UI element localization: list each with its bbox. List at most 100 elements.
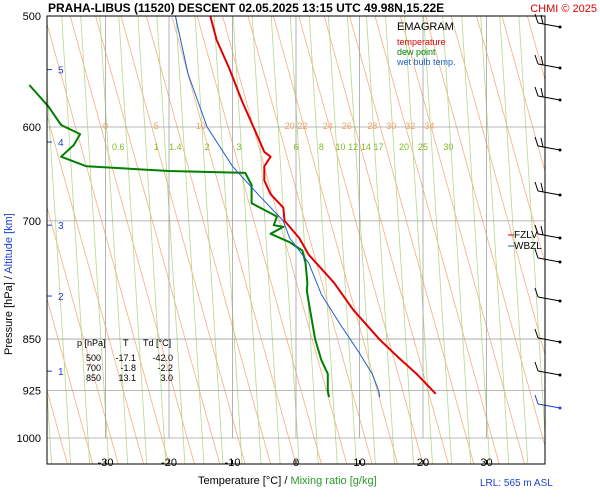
x-axis-title: Temperature [°C] / Mixing ratio [g/kg]: [198, 475, 377, 487]
series-wet-bulb-temp-line: [174, 15, 381, 398]
mixing-ratio-line: [347, 16, 376, 464]
y-axis-pressure-label: Pressure [hPa]: [3, 282, 15, 355]
y-axis-altitude-label: Altitude [km]: [3, 213, 15, 274]
dry-adiabat-label: 20: [285, 121, 295, 131]
dry-adiabat-label: 24: [323, 121, 333, 131]
legend-dew-point: dew point: [397, 47, 436, 57]
x-tick-label: -10: [225, 457, 241, 469]
dry-adiabat: [145, 16, 271, 464]
dry-adiabat: [120, 16, 246, 464]
altitude-tick-label: 1: [58, 367, 64, 378]
mixing-ratio-label: 30: [443, 142, 453, 152]
x-axis-mixing-label: Mixing ratio [g/kg]: [290, 475, 376, 487]
mixing-ratio-label: 0.6: [112, 142, 125, 152]
table-cell: -2.2: [157, 363, 173, 373]
dry-adiabat: [95, 16, 221, 464]
mixing-ratio-line: [480, 16, 510, 464]
mixing-ratio-line: [366, 16, 395, 464]
wind-barb: [534, 394, 562, 410]
mixing-ratio-label: 8: [319, 142, 324, 152]
plot-frame: [46, 15, 546, 465]
mixing-ratio-line: [308, 16, 338, 464]
table-cell: 3.0: [160, 373, 173, 383]
y-tick-label: 925: [23, 386, 41, 398]
wind-barb: [534, 136, 562, 152]
series-layer: [28, 15, 437, 398]
wind-barb: [534, 54, 562, 70]
mixing-ratio-label: 14: [361, 142, 371, 152]
x-axis-separator: /: [281, 475, 290, 487]
lrl-label: LRL: 565 m ASL: [480, 478, 553, 489]
dry-adiabat-label: 34: [424, 121, 434, 131]
wind-barb: [534, 287, 562, 303]
grid-lines: [47, 6, 600, 464]
mixing-ratio-line: [99, 16, 129, 464]
y-tick-label: 700: [23, 216, 41, 228]
mixing-ratio-line: [442, 16, 472, 464]
mixing-ratio-line: [327, 16, 357, 464]
dry-adiabat-label: 28: [367, 121, 377, 131]
mixing-ratio-line: [80, 16, 110, 464]
dry-adiabat-label: 0: [103, 121, 108, 131]
y-tick-label: 500: [23, 11, 41, 23]
altitude-tick-label: 5: [58, 66, 64, 77]
grid-layer: 0 5 10 20 22 24 26 28 30 32 340.6 1 1.4 2 3 6 8 10 12 14 17 2…: [47, 6, 600, 464]
mixing-ratio-line: [423, 16, 452, 464]
dry-adiabat: [47, 297, 94, 464]
x-tick-label: -20: [161, 457, 177, 469]
wind-barbs: [534, 13, 562, 410]
wind-barb: [534, 361, 562, 377]
dry-adiabat-label: 10: [196, 121, 206, 131]
mixing-ratio-line: [461, 16, 491, 464]
dry-adiabat: [247, 16, 373, 464]
dry-adiabat: [374, 16, 500, 464]
mixing-ratio-label: 1.4: [169, 142, 182, 152]
dry-adiabat-label: 26: [342, 121, 352, 131]
x-tick-label: 0: [293, 457, 299, 469]
mixing-ratio-label: 20: [399, 142, 409, 152]
mixing-ratio-label: 1: [154, 142, 159, 152]
wind-barb: [534, 248, 562, 264]
x-tick-label: 10: [353, 457, 365, 469]
mixing-ratio-label: 2: [205, 142, 210, 152]
dry-adiabat: [323, 16, 449, 464]
table-cell: -17.1: [115, 353, 136, 363]
dry-adiabat: [575, 6, 600, 464]
table-header-t: T: [123, 338, 129, 348]
fzlv-label: FZLV: [514, 230, 538, 241]
x-tick-label: 30: [480, 457, 492, 469]
table-cell: -1.8: [120, 363, 136, 373]
credit-text: CHMI © 2025: [530, 3, 597, 15]
chart-title: PRAHA-LIBUS (11520) DESCENT 02.05.2025 1…: [48, 1, 444, 15]
dry-adiabat: [47, 114, 144, 464]
levels-marks: FZLV WBZL: [508, 230, 542, 252]
legend-temperature: temperature: [397, 37, 446, 47]
dry-adiabat: [196, 16, 322, 464]
table-header-p: p [hPa]: [77, 338, 106, 348]
legend-title: EMAGRAM: [397, 21, 454, 33]
dry-adiabat: [501, 16, 545, 173]
series-dew-point-line: [28, 84, 330, 398]
mixing-ratio-line: [175, 16, 205, 464]
table-header-td: Td [°C]: [143, 338, 171, 348]
dry-adiabat: [222, 16, 348, 464]
legend-wet-bulb: wet bulb temp.: [396, 57, 456, 67]
table-cell: 700: [86, 363, 101, 373]
wind-barb: [534, 328, 562, 344]
dry-adiabat: [272, 16, 398, 464]
x-axis-temperature-label: Temperature [°C]: [198, 475, 281, 487]
dry-adiabat: [47, 205, 119, 464]
mixing-ratio-line: [232, 16, 262, 464]
mixing-ratio-line: [213, 16, 243, 464]
wbzl-label: WBZL: [514, 241, 542, 252]
wind-barb: [534, 86, 562, 102]
y-tick-label: 1000: [17, 433, 41, 445]
dry-adiabat-label: 32: [405, 121, 415, 131]
x-tick-label: 20: [417, 457, 429, 469]
dry-adiabat: [399, 16, 525, 464]
mixing-ratio-line: [118, 16, 148, 464]
y-tick-label: 600: [23, 122, 41, 134]
value-table: p [hPa] T Td [°C] 500 -17.1 -42.0 700 -1…: [77, 338, 173, 383]
altitude-tick-label: 4: [58, 138, 64, 149]
